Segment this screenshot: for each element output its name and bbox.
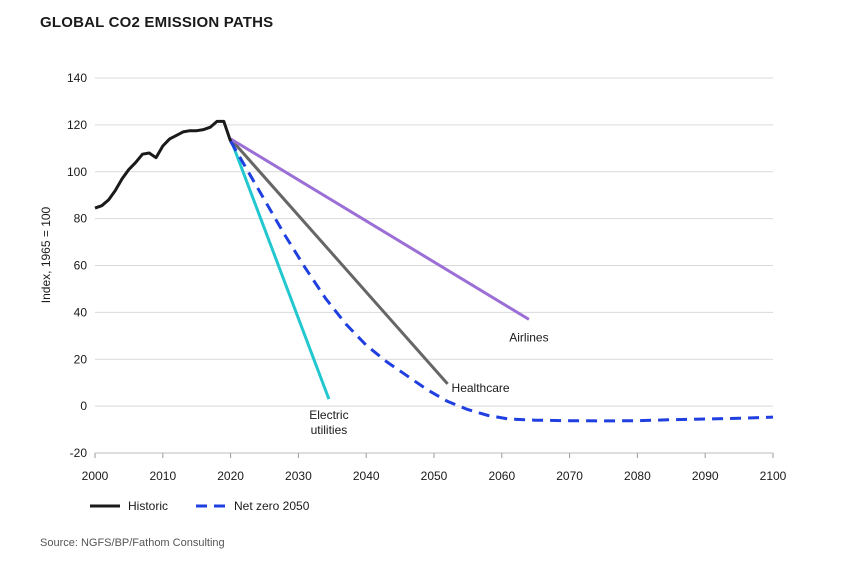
series-line-healthcare — [229, 137, 449, 385]
y-tick-label-0: 0 — [80, 399, 87, 413]
y-tick-label-140: 140 — [67, 71, 87, 85]
annotation-line: Electric — [309, 408, 348, 422]
x-tick-label-2100: 2100 — [760, 469, 787, 483]
y-tick-label--20: -20 — [70, 446, 88, 460]
legend-label-historic: Historic — [128, 499, 168, 513]
y-tick-label-40: 40 — [74, 305, 88, 319]
series-line-electric-utilities — [229, 138, 331, 400]
legend-label-net-zero-2050: Net zero 2050 — [234, 499, 310, 513]
x-tick-label-2020: 2020 — [217, 469, 244, 483]
y-axis-label: Index, 1965 = 100 — [39, 206, 53, 303]
series-line-historic — [94, 119, 233, 210]
x-tick-label-2040: 2040 — [353, 469, 380, 483]
x-tick-label-2060: 2060 — [488, 469, 515, 483]
x-tick-label-2070: 2070 — [556, 469, 583, 483]
x-tick-label-2050: 2050 — [421, 469, 448, 483]
gridlines — [95, 77, 773, 454]
series-annotations: Electric utilities Healthcare Airlines — [309, 330, 548, 437]
y-axis-ticks: -20 0 20 40 60 80 100 120 140 — [67, 71, 87, 460]
legend: Historic Net zero 2050 — [90, 499, 310, 513]
annotation-healthcare: Healthcare — [452, 381, 510, 395]
y-tick-label-60: 60 — [74, 259, 88, 273]
y-tick-label-20: 20 — [74, 352, 88, 366]
annotation-electric-utilities: Electric utilities — [309, 408, 348, 437]
x-axis-ticks: 2000 2010 2020 2030 2040 2050 2060 2070 2080 2090… — [82, 452, 787, 483]
annotation-line: utilities — [311, 423, 348, 437]
annotation-airlines: Airlines — [509, 330, 548, 344]
x-tick-label-2090: 2090 — [692, 469, 719, 483]
series-line-net-zero-2050 — [229, 140, 774, 423]
y-tick-label-80: 80 — [74, 212, 88, 226]
source-note: Source: NGFS/BP/Fathom Consulting — [40, 537, 225, 549]
annotation-line: Healthcare — [452, 381, 510, 395]
series-lines — [94, 119, 774, 423]
x-tick-label-2010: 2010 — [149, 469, 176, 483]
y-tick-label-120: 120 — [67, 118, 87, 132]
x-tick-label-2000: 2000 — [82, 469, 109, 483]
series-line-airlines — [229, 137, 530, 321]
y-tick-label-100: 100 — [67, 165, 87, 179]
annotation-line: Airlines — [509, 330, 548, 344]
x-tick-label-2030: 2030 — [285, 469, 312, 483]
x-tick-label-2080: 2080 — [624, 469, 651, 483]
chart-title: GLOBAL CO2 EMISSION PATHS — [40, 14, 274, 31]
